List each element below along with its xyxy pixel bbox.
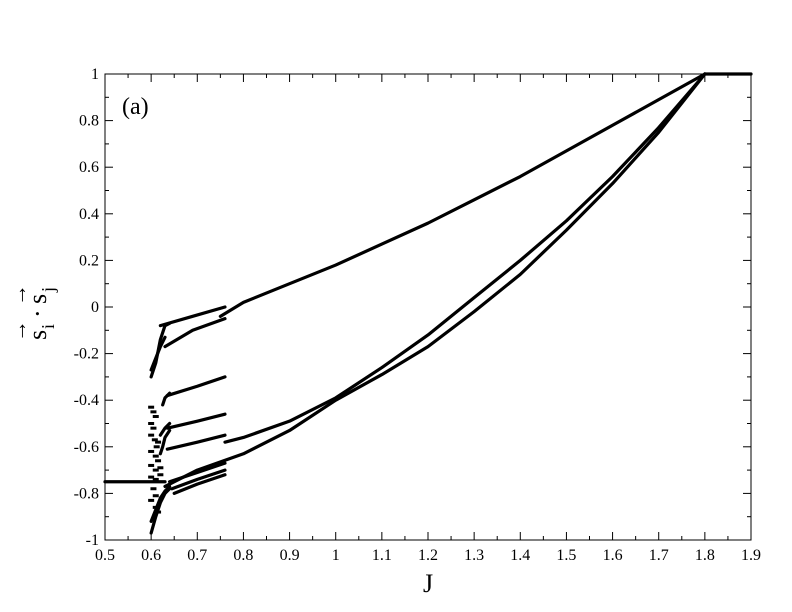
y-tick-label: -0.2 xyxy=(74,346,99,363)
series-line-10 xyxy=(170,468,227,491)
y-label-arrow-2: → xyxy=(6,284,31,306)
y-label-arrow-1: → xyxy=(6,320,31,342)
fragment-point xyxy=(152,454,159,458)
fragment-point xyxy=(157,473,164,477)
data-series xyxy=(103,72,753,535)
y-tick-label: 0.8 xyxy=(79,113,99,130)
fragment-point xyxy=(152,415,159,419)
y-label-s-2: s xyxy=(23,294,52,304)
series-line-9 xyxy=(168,461,227,484)
fragment-point xyxy=(152,468,159,472)
series-line-5 xyxy=(158,305,227,328)
y-tick-label: 0.6 xyxy=(79,159,99,176)
fragment-point xyxy=(148,498,155,502)
series-line-13 xyxy=(149,335,167,372)
y-axis-label: → s i · → s j xyxy=(6,284,58,342)
series-line-6 xyxy=(165,375,227,398)
x-tick-label: 0.9 xyxy=(280,547,300,564)
y-tick-label: 0.4 xyxy=(79,206,99,223)
x-tick-label: 1.8 xyxy=(695,547,715,564)
y-tick-label: -0.4 xyxy=(74,392,99,409)
x-tick-label: 0.8 xyxy=(233,547,253,564)
series-line-17 xyxy=(158,428,172,456)
fragment-point xyxy=(148,433,155,437)
fragment-point xyxy=(153,445,160,449)
y-tick-label: 0 xyxy=(91,299,99,316)
x-tick-label: 1.7 xyxy=(649,547,669,564)
y-tick-labels: -1 -0.8 -0.6 -0.4 -0.2 0 0.2 0.4 0.6 0.8 1 xyxy=(74,66,99,549)
axis-ticks xyxy=(104,73,752,541)
x-tick-label: 1.4 xyxy=(510,547,530,564)
x-axis-label: J xyxy=(423,569,433,598)
fragment-point xyxy=(152,477,159,481)
x-tick-label: 0.6 xyxy=(141,547,161,564)
series-line-2 xyxy=(163,72,707,489)
y-tick-label: 1 xyxy=(91,66,99,83)
y-tick-label: 0.2 xyxy=(79,252,99,269)
fragment-point xyxy=(157,466,164,470)
x-tick-label: 0.5 xyxy=(95,547,115,564)
fragment-point xyxy=(155,440,162,444)
fragment-point xyxy=(150,487,157,491)
fragment-point xyxy=(152,494,159,498)
panel-label: (a) xyxy=(122,94,149,120)
fragment-point xyxy=(150,410,157,414)
y-label-dot: · xyxy=(23,309,52,318)
fragment-point xyxy=(148,475,155,479)
series-line-7 xyxy=(165,412,227,430)
x-tick-label: 1.2 xyxy=(418,547,438,564)
series-line-4 xyxy=(163,317,227,349)
fragment-point xyxy=(150,426,157,430)
fragment-point xyxy=(155,510,162,514)
x-tick-label: 1.3 xyxy=(464,547,484,564)
x-tick-label: 1 xyxy=(332,547,340,564)
fragment-point xyxy=(148,463,155,467)
fragment-point xyxy=(148,405,155,409)
fragment-point xyxy=(151,438,158,442)
fragment-point xyxy=(152,505,159,509)
x-tick-labels: 0.5 0.6 0.7 0.8 0.9 1 1.1 1.2 1.3 1.4 1.5 1.6 1.7 1.8… xyxy=(95,547,761,564)
series-line-8 xyxy=(165,433,227,451)
y-tick-label: -1 xyxy=(86,532,99,549)
x-tick-label: 1.1 xyxy=(372,547,392,564)
series-line-1 xyxy=(218,72,753,318)
y-label-j: j xyxy=(38,287,58,293)
series-line-15 xyxy=(149,484,172,523)
data-fragments xyxy=(148,405,164,514)
fragment-point xyxy=(148,449,155,453)
y-tick-label: -0.8 xyxy=(74,485,99,502)
series-line-11 xyxy=(172,473,227,495)
x-tick-label: 1.5 xyxy=(556,547,576,564)
x-tick-label: 0.7 xyxy=(187,547,207,564)
x-tick-label: 1.6 xyxy=(603,547,623,564)
series-line-18 xyxy=(161,391,172,407)
y-label-s-1: s xyxy=(23,330,52,340)
fragment-point xyxy=(155,459,162,463)
y-tick-label: -0.6 xyxy=(74,439,99,456)
x-tick-label: 1.9 xyxy=(741,547,761,564)
series-line-12 xyxy=(149,321,172,379)
fragment-point xyxy=(148,422,155,425)
series-line-3 xyxy=(223,72,707,444)
y-label-i: i xyxy=(38,324,58,329)
series-line-16 xyxy=(158,421,172,437)
series-line-14 xyxy=(149,487,172,535)
